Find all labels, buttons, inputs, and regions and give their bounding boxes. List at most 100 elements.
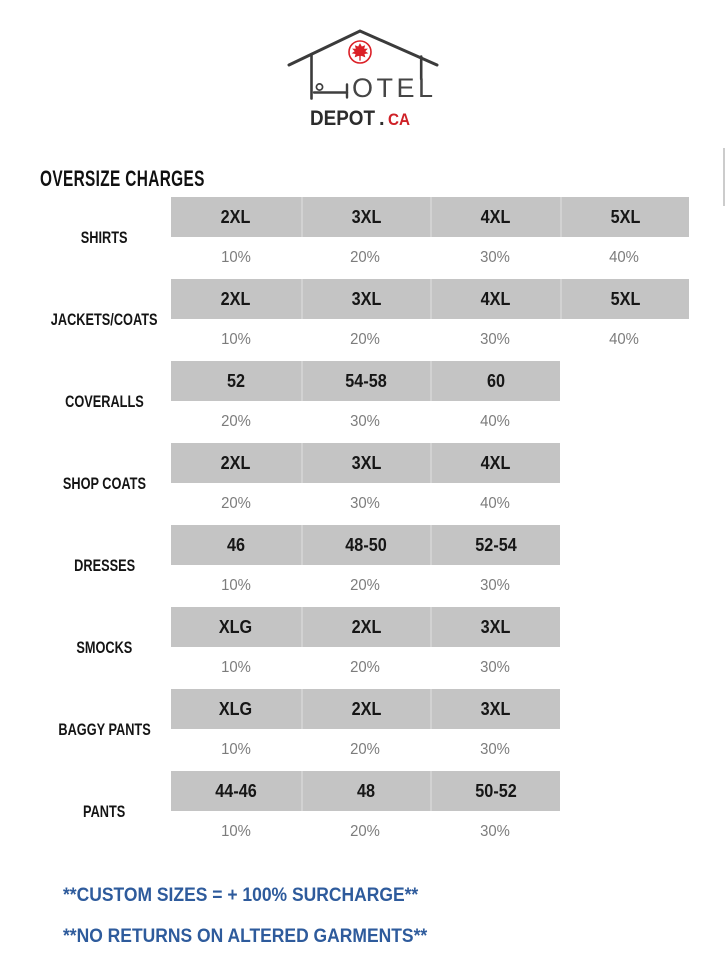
charge-value: 30% xyxy=(479,659,510,676)
charge-cell: 10% xyxy=(171,647,301,689)
size-cell: 2XL xyxy=(171,279,301,319)
row-label-cell: SHIRTS xyxy=(0,197,171,279)
charge-cell: 30% xyxy=(430,237,560,279)
charge-cell: 30% xyxy=(301,483,431,525)
size-value: 52-54 xyxy=(475,534,517,555)
charge-cell: 40% xyxy=(560,319,690,361)
size-cell: 54-58 xyxy=(300,361,431,401)
charge-cell: 20% xyxy=(301,647,431,689)
maple-leaf-icon xyxy=(351,43,369,61)
size-cell: 2XL xyxy=(171,443,301,483)
bed-icon xyxy=(312,83,349,99)
row-label-cell: BAGGY PANTS xyxy=(0,689,171,771)
charges-row: 10% 20% 30% 40% xyxy=(171,237,689,279)
charge-value: 40% xyxy=(479,413,510,430)
size-cell: 4XL xyxy=(430,443,560,483)
row-label: PANTS xyxy=(83,802,126,821)
size-value: 5XL xyxy=(610,288,641,309)
charge-value: 20% xyxy=(350,577,381,594)
row-data: 2XL 3XL 4XL 5XL 10% 20% 30% 40% xyxy=(171,279,689,361)
charge-cell: 20% xyxy=(301,729,431,771)
charge-value: 30% xyxy=(479,741,510,758)
charge-cell: 10% xyxy=(171,565,301,607)
size-value: 2XL xyxy=(220,206,251,227)
size-value: 46 xyxy=(226,534,245,555)
size-value: 50-52 xyxy=(475,780,517,801)
depot-text: DEPOT xyxy=(310,107,375,130)
hotel-text: OTEL xyxy=(352,73,437,103)
size-value: XLG xyxy=(219,616,253,637)
charge-cell: 20% xyxy=(301,565,431,607)
charge-cell: 10% xyxy=(171,237,301,279)
row-data: 52 54-58 60 20% 30% 40% xyxy=(171,361,560,443)
oversize-charges-table: SHIRTS 2XL 3XL 4XL 5XL 10% 20% 30% 40% JACKETS… xyxy=(0,197,689,853)
charge-cell: 20% xyxy=(301,811,431,853)
charge-value: 10% xyxy=(220,659,251,676)
table-row: SHOP COATS 2XL 3XL 4XL 20% 30% 40% xyxy=(0,443,689,525)
charge-cell: 30% xyxy=(430,811,560,853)
size-value: 54-58 xyxy=(345,370,387,391)
charge-cell: 40% xyxy=(560,237,690,279)
size-header-bar: XLG 2XL 3XL xyxy=(171,689,560,729)
row-data: XLG 2XL 3XL 10% 20% 30% xyxy=(171,607,560,689)
size-cell: 3XL xyxy=(300,279,431,319)
charge-cell: 10% xyxy=(171,319,301,361)
size-cell: 2XL xyxy=(171,197,301,237)
size-cell: 46 xyxy=(171,525,301,565)
row-label-cell: JACKETS/COATS xyxy=(0,279,171,361)
size-value: 2XL xyxy=(351,616,382,637)
size-header-bar: 2XL 3XL 4XL xyxy=(171,443,560,483)
row-data: 44-46 48 50-52 10% 20% 30% xyxy=(171,771,560,853)
size-value: 48-50 xyxy=(345,534,387,555)
size-cell: 3XL xyxy=(430,689,560,729)
size-value: 48 xyxy=(357,780,376,801)
charge-value: 40% xyxy=(479,495,510,512)
row-label: DRESSES xyxy=(74,556,135,575)
size-cell: 52 xyxy=(171,361,301,401)
charge-value: 20% xyxy=(220,495,251,512)
charge-value: 30% xyxy=(479,331,510,348)
size-value: 4XL xyxy=(480,206,511,227)
size-cell: 60 xyxy=(430,361,560,401)
row-data: 2XL 3XL 4XL 20% 30% 40% xyxy=(171,443,560,525)
row-label: COVERALLS xyxy=(65,392,144,411)
row-label-cell: DRESSES xyxy=(0,525,171,607)
size-cell: 52-54 xyxy=(430,525,560,565)
size-cell: 4XL xyxy=(430,279,560,319)
row-label: SMOCKS xyxy=(76,638,133,657)
row-label: BAGGY PANTS xyxy=(58,720,151,739)
row-label: SHIRTS xyxy=(81,228,128,247)
charge-cell: 10% xyxy=(171,811,301,853)
row-label-cell: SHOP COATS xyxy=(0,443,171,525)
size-value: 52 xyxy=(226,370,245,391)
size-value: 2XL xyxy=(220,288,251,309)
row-data: XLG 2XL 3XL 10% 20% 30% xyxy=(171,689,560,771)
size-header-bar: 2XL 3XL 4XL 5XL xyxy=(171,279,689,319)
charge-value: 10% xyxy=(220,249,251,266)
size-header-bar: 46 48-50 52-54 xyxy=(171,525,560,565)
footnote-custom-sizes: **CUSTOM SIZES = + 100% SURCHARGE** xyxy=(63,885,419,906)
charge-value: 10% xyxy=(220,823,251,840)
charge-cell: 20% xyxy=(171,401,301,443)
charges-row: 10% 20% 30% xyxy=(171,565,560,607)
size-header-bar: 44-46 48 50-52 xyxy=(171,771,560,811)
size-cell: 3XL xyxy=(430,607,560,647)
charge-cell: 40% xyxy=(430,401,560,443)
size-cell: 4XL xyxy=(430,197,560,237)
charges-row: 10% 20% 30% 40% xyxy=(171,319,689,361)
charge-value: 40% xyxy=(609,331,640,348)
scrollbar-fragment xyxy=(723,148,725,206)
table-row: SHIRTS 2XL 3XL 4XL 5XL 10% 20% 30% 40% xyxy=(0,197,689,279)
charge-cell: 20% xyxy=(301,237,431,279)
charges-row: 10% 20% 30% xyxy=(171,647,560,689)
size-header-bar: XLG 2XL 3XL xyxy=(171,607,560,647)
size-value: XLG xyxy=(219,698,253,719)
charge-value: 40% xyxy=(609,249,640,266)
size-cell: 2XL xyxy=(300,689,431,729)
size-header-bar: 52 54-58 60 xyxy=(171,361,560,401)
page-title: OVERSIZE CHARGES xyxy=(40,166,205,191)
size-cell: XLG xyxy=(171,607,301,647)
row-label-cell: PANTS xyxy=(0,771,171,853)
charges-row: 20% 30% 40% xyxy=(171,401,560,443)
